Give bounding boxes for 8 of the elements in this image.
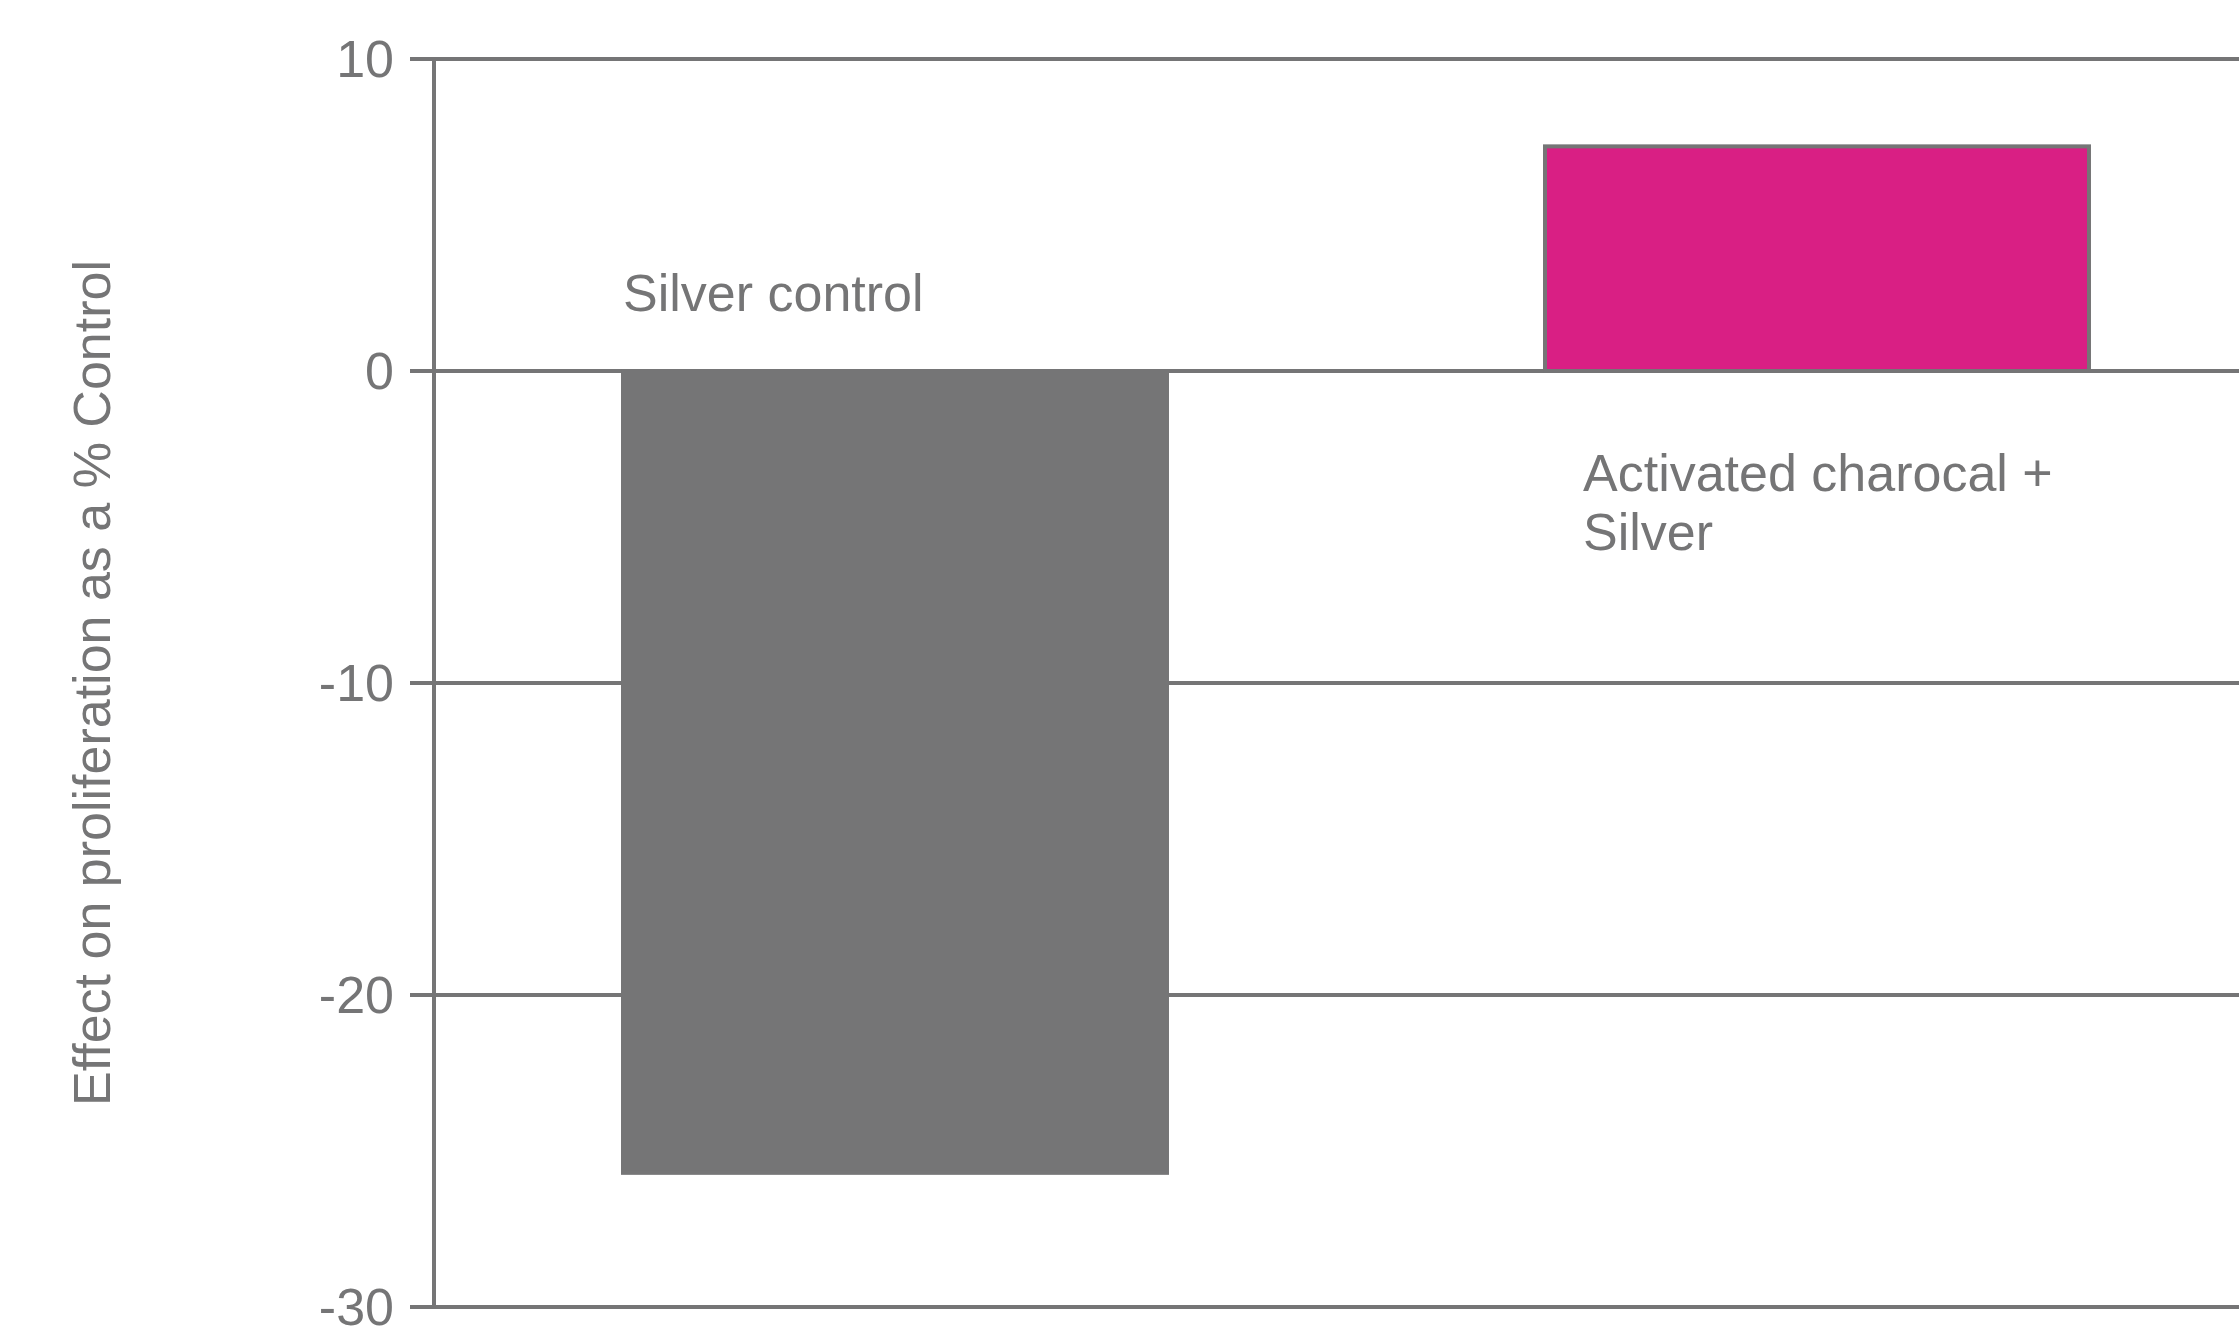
y-tick-label: 0 [365, 342, 394, 401]
y-tick-label: -30 [318, 1278, 394, 1337]
y-tick-label: -10 [318, 654, 394, 713]
x-tick-label: Activated charocal + Silver [1583, 444, 2053, 561]
y-tick-label: 10 [336, 30, 394, 89]
y-tick-label: -20 [318, 966, 394, 1025]
y-axis-title: Effect on proliferation as a % Control [63, 260, 122, 1106]
x-tick-label: Silver control [623, 264, 924, 322]
